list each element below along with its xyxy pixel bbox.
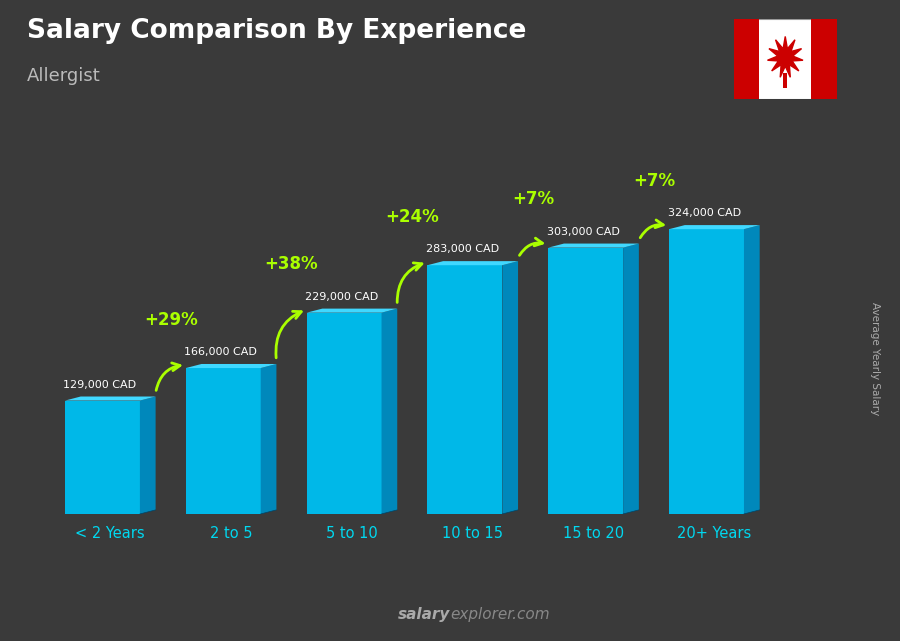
Polygon shape (185, 368, 261, 514)
Text: 20+ Years: 20+ Years (677, 526, 751, 541)
Text: Average Yearly Salary: Average Yearly Salary (869, 303, 880, 415)
Text: 303,000 CAD: 303,000 CAD (547, 227, 620, 237)
Text: +7%: +7% (512, 190, 554, 208)
Polygon shape (428, 265, 502, 514)
Text: 10 to 15: 10 to 15 (442, 526, 503, 541)
Text: 2 to 5: 2 to 5 (210, 526, 252, 541)
Polygon shape (65, 401, 140, 514)
Text: < 2 Years: < 2 Years (76, 526, 145, 541)
Text: explorer.com: explorer.com (450, 607, 550, 622)
Polygon shape (382, 308, 397, 514)
Polygon shape (307, 313, 382, 514)
Polygon shape (811, 19, 837, 99)
Text: 229,000 CAD: 229,000 CAD (305, 292, 378, 302)
Polygon shape (140, 397, 156, 514)
Text: 283,000 CAD: 283,000 CAD (426, 244, 499, 254)
Polygon shape (734, 19, 837, 99)
Polygon shape (502, 261, 518, 514)
Text: 166,000 CAD: 166,000 CAD (184, 347, 257, 357)
Polygon shape (623, 244, 639, 514)
Text: salary: salary (398, 607, 450, 622)
Text: 324,000 CAD: 324,000 CAD (668, 208, 741, 219)
Polygon shape (548, 244, 639, 247)
Text: 5 to 10: 5 to 10 (326, 526, 378, 541)
Polygon shape (185, 364, 276, 368)
Text: +38%: +38% (265, 255, 319, 273)
Polygon shape (669, 225, 760, 229)
Text: Allergist: Allergist (27, 67, 101, 85)
Polygon shape (65, 397, 156, 401)
Bar (783, 73, 788, 88)
Polygon shape (768, 37, 803, 78)
Text: +29%: +29% (144, 311, 198, 329)
Text: 15 to 20: 15 to 20 (563, 526, 624, 541)
Text: 129,000 CAD: 129,000 CAD (64, 379, 137, 390)
Text: +7%: +7% (633, 172, 675, 190)
Text: Salary Comparison By Experience: Salary Comparison By Experience (27, 18, 526, 44)
Polygon shape (734, 19, 760, 99)
Polygon shape (744, 225, 760, 514)
Polygon shape (428, 261, 518, 265)
Polygon shape (261, 364, 276, 514)
Polygon shape (669, 229, 744, 514)
Text: +24%: +24% (385, 208, 439, 226)
Polygon shape (548, 247, 623, 514)
Polygon shape (307, 308, 397, 313)
